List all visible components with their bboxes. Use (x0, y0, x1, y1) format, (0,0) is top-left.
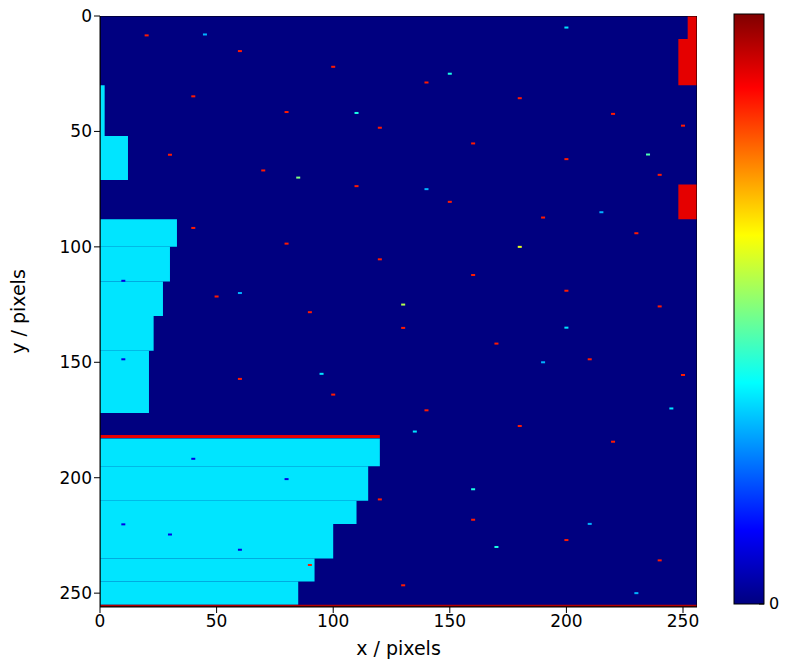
svg-text:0: 0 (81, 6, 92, 26)
svg-text:100: 100 (60, 237, 92, 257)
svg-text:250: 250 (60, 583, 92, 603)
svg-text:x / pixels: x / pixels (356, 637, 441, 659)
svg-text:250: 250 (667, 611, 699, 631)
svg-text:150: 150 (60, 352, 92, 372)
svg-text:200: 200 (550, 611, 582, 631)
svg-text:50: 50 (206, 611, 228, 631)
svg-text:150: 150 (434, 611, 466, 631)
svg-text:200: 200 (60, 468, 92, 488)
svg-text:0: 0 (769, 594, 779, 613)
svg-text:50: 50 (70, 121, 92, 141)
svg-text:100: 100 (317, 611, 349, 631)
svg-text:0: 0 (95, 611, 106, 631)
svg-text:y / pixels: y / pixels (7, 269, 29, 354)
